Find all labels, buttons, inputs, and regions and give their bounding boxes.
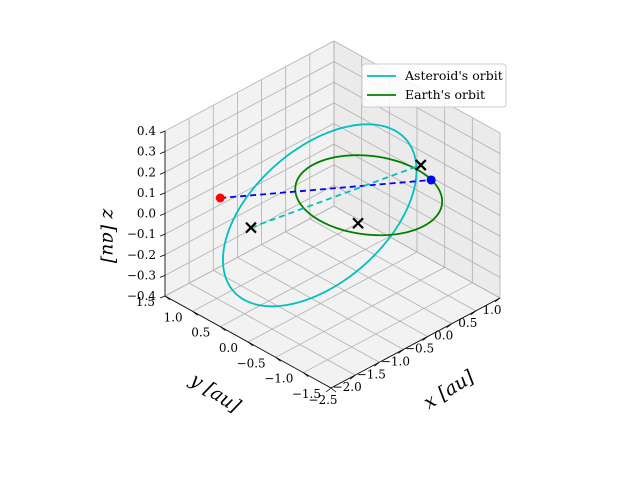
- connection-line: [220, 179, 432, 199]
- gridline-z: [164, 123, 501, 216]
- gridline-z: [164, 164, 501, 258]
- y-tick: [164, 295, 171, 301]
- orbit-series: [222, 123, 444, 308]
- y-tick-label: 1.0: [164, 310, 183, 324]
- z-tick-label: −0.1: [127, 227, 156, 241]
- cross-connection-line: [250, 164, 422, 229]
- x-tick: [470, 310, 477, 316]
- y-tick: [275, 357, 281, 362]
- y-tick-label: 0.5: [191, 326, 210, 340]
- earth-orbit: [294, 154, 444, 237]
- x-tick: [349, 374, 356, 380]
- x-tick: [422, 336, 428, 341]
- y-tick: [303, 372, 309, 377]
- gridline-z: [164, 102, 501, 196]
- z-tick: [159, 151, 166, 154]
- orbit-markers: [215, 159, 436, 234]
- x-tick: [374, 361, 380, 367]
- y-tick: [220, 326, 226, 331]
- cross-stroke: [352, 217, 364, 230]
- z-axis-label: z [au]: [98, 208, 120, 264]
- x-tick-label: −0.5: [405, 342, 434, 356]
- z-tick-label: −0.2: [127, 248, 156, 262]
- y-tick-label: −1.5: [292, 387, 321, 401]
- gridline-z: [164, 143, 501, 237]
- y-tick: [330, 387, 337, 393]
- asteroid-position-marker: [215, 193, 225, 203]
- y-tick: [192, 311, 198, 316]
- y-tick: [247, 341, 254, 347]
- z-tick: [159, 213, 166, 216]
- cross-stroke: [415, 159, 427, 171]
- z-tick-label: −0.4: [127, 289, 157, 303]
- gridline-z: [164, 81, 501, 175]
- z-tick-label: −0.3: [127, 268, 156, 282]
- z-tick-label: 0.3: [137, 145, 156, 159]
- y-tick-label: −0.5: [237, 356, 266, 370]
- z-tick: [159, 130, 166, 134]
- legend: Asteroid's orbit Earth's orbit: [361, 63, 507, 108]
- x-tick-label: −2.0: [333, 380, 362, 394]
- z-tick: [159, 295, 166, 299]
- z-tick: [159, 254, 166, 258]
- z-tick-label: 0.2: [137, 165, 156, 179]
- legend-label-asteroid: Asteroid's orbit: [404, 68, 503, 83]
- cross-marker: [245, 221, 257, 234]
- z-tick: [159, 171, 166, 175]
- x-axis-line: [330, 297, 501, 389]
- asteroid-orbit: [222, 123, 418, 308]
- x-tick-label: −2.5: [308, 393, 337, 407]
- z-tick: [159, 275, 166, 278]
- gridline-z: [164, 184, 501, 278]
- y-tick-label: 0.0: [219, 341, 238, 355]
- cross-stroke: [245, 221, 257, 234]
- axes-ticks: −2.5−2.0−1.5−1.0−0.50.00.51.01.51.00.50.…: [127, 124, 502, 407]
- gridline-z: [164, 61, 501, 154]
- x-tick: [398, 349, 404, 354]
- z-tick-label: 0.1: [137, 186, 156, 200]
- legend-frame: [361, 63, 507, 108]
- gridline-z: [164, 205, 501, 299]
- x-tick: [446, 323, 452, 329]
- x-tick-label: 0.5: [458, 316, 477, 330]
- x-tick-label: 0.0: [434, 329, 453, 343]
- cross-marker: [352, 217, 364, 230]
- z-tick-label: 0.0: [137, 207, 156, 221]
- cross-marker: [415, 159, 427, 171]
- z-tick: [159, 192, 166, 196]
- earth-position-marker: [426, 175, 436, 185]
- z-tick-label: 0.4: [137, 124, 156, 138]
- y-tick-label: 1.5: [136, 295, 155, 309]
- x-tick-label: 1.0: [482, 303, 501, 317]
- y-tick-label: −1.0: [264, 372, 293, 386]
- x-tick-label: −1.0: [381, 354, 410, 368]
- legend-label-earth: Earth's orbit: [405, 87, 485, 102]
- x-tick-label: −1.5: [357, 367, 386, 381]
- z-tick: [159, 233, 166, 237]
- y-axis-label: y [au]: [185, 368, 245, 417]
- x-tick: [494, 297, 501, 303]
- x-tick: [325, 387, 332, 393]
- x-axis-label: x [au]: [420, 366, 479, 414]
